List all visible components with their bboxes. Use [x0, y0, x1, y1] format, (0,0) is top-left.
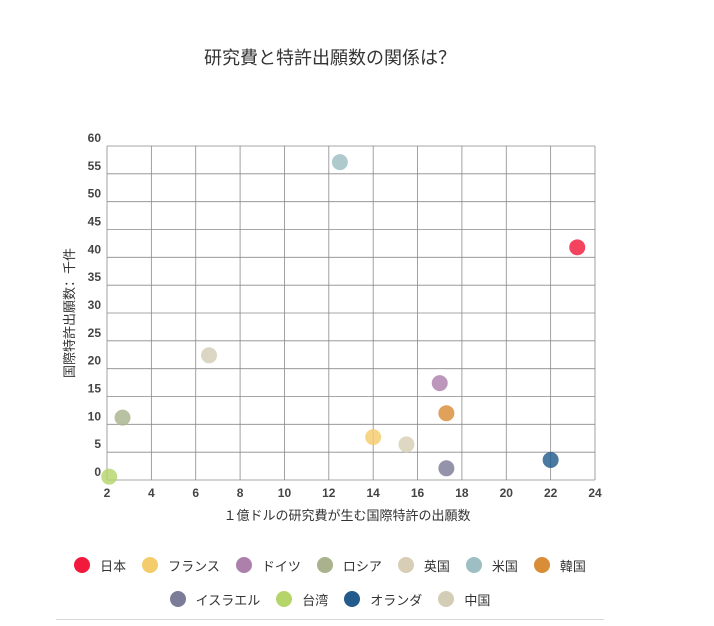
- legend-row: 日本 フランス ドイツ ロシア 英国 米国 韓国: [0, 548, 660, 582]
- data-points: [101, 154, 586, 485]
- x-tick-label: 16: [411, 486, 425, 500]
- y-axis-label: 国際特許出願数：千件: [63, 248, 78, 378]
- x-tick-label: 10: [278, 486, 292, 500]
- y-tick-label: 0: [94, 465, 101, 479]
- data-point[interactable]: [438, 405, 455, 422]
- legend-swatch: [276, 591, 293, 607]
- legend-item[interactable]: オランダ: [344, 590, 422, 609]
- x-tick-label: 22: [544, 486, 558, 500]
- legend-swatch: [397, 557, 414, 573]
- data-point[interactable]: [398, 436, 415, 453]
- data-point[interactable]: [438, 460, 455, 477]
- legend-swatch: [235, 557, 252, 573]
- gridlines: [106, 145, 596, 481]
- x-tick-label: 14: [367, 486, 381, 500]
- legend: 日本 フランス ドイツ ロシア 英国 米国 韓国イスラエル 台湾 オランダ 中国: [0, 548, 660, 616]
- legend-label: 台湾: [302, 593, 329, 609]
- data-point[interactable]: [365, 429, 382, 446]
- legend-label: 韓国: [559, 559, 586, 575]
- data-point[interactable]: [114, 409, 131, 426]
- legend-label: オランダ: [370, 593, 423, 609]
- y-tick-label: 45: [88, 215, 102, 229]
- data-point[interactable]: [431, 375, 448, 392]
- x-tick-label: 4: [148, 486, 155, 500]
- legend-item[interactable]: 米国: [465, 556, 518, 575]
- legend-swatch: [438, 591, 455, 607]
- y-tick-label: 55: [88, 159, 102, 173]
- legend-swatch: [344, 591, 361, 607]
- legend-item[interactable]: フランス: [142, 556, 220, 575]
- legend-label: フランス: [168, 559, 220, 575]
- legend-label: 英国: [423, 559, 450, 575]
- x-tick-label: 6: [192, 486, 199, 500]
- y-tick-label: 25: [88, 326, 102, 340]
- legend-label: 日本: [100, 559, 127, 575]
- x-tick-label: 12: [322, 486, 336, 500]
- legend-item[interactable]: ロシア: [316, 556, 382, 575]
- legend-item[interactable]: 日本: [74, 556, 126, 575]
- legend-swatch: [169, 591, 186, 607]
- data-point[interactable]: [201, 347, 218, 364]
- legend-item[interactable]: 韓国: [533, 556, 586, 575]
- y-tick-label: 20: [88, 354, 102, 368]
- divider: [56, 619, 604, 620]
- legend-swatch: [142, 557, 159, 573]
- y-tick-label: 35: [88, 270, 102, 284]
- data-point[interactable]: [331, 154, 348, 171]
- data-point[interactable]: [542, 451, 559, 468]
- data-point[interactable]: [569, 239, 586, 256]
- y-tick-label: 10: [88, 409, 102, 423]
- legend-swatch: [316, 557, 333, 573]
- y-axis-ticks: 0 5 10 15 20 25 30 35 40 45 50 55 60: [88, 131, 102, 479]
- legend-swatch: [74, 557, 91, 573]
- legend-item[interactable]: イスラエル: [169, 590, 261, 609]
- legend-item[interactable]: 台湾: [276, 590, 328, 609]
- x-tick-label: 24: [588, 486, 602, 500]
- x-axis-ticks: 2 4 6 8 10 12 14 16 18 20 22 24: [104, 486, 602, 500]
- legend-swatch: [533, 557, 550, 573]
- legend-label: ドイツ: [261, 559, 301, 575]
- legend-item[interactable]: 中国: [438, 590, 490, 609]
- x-tick-label: 2: [104, 486, 111, 500]
- y-tick-label: 50: [88, 187, 102, 201]
- legend-swatch: [465, 557, 482, 573]
- chart-title: 研究費と特許出願数の関係は？: [204, 48, 456, 69]
- y-tick-label: 30: [88, 298, 102, 312]
- legend-label: ロシア: [342, 559, 382, 575]
- legend-label: 中国: [464, 593, 491, 609]
- data-point[interactable]: [101, 468, 118, 485]
- y-tick-label: 60: [88, 131, 102, 145]
- y-tick-label: 5: [94, 437, 101, 451]
- x-tick-label: 18: [455, 486, 469, 500]
- x-tick-label: 8: [237, 486, 244, 500]
- x-tick-label: 20: [500, 486, 514, 500]
- y-tick-label: 15: [88, 382, 102, 396]
- legend-item[interactable]: 英国: [397, 556, 450, 575]
- y-tick-label: 40: [88, 242, 102, 256]
- legend-label: イスラエル: [195, 593, 261, 609]
- legend-label: 米国: [491, 559, 518, 575]
- x-axis-label: １億ドルの研究費が生む国際特許の出願数: [223, 508, 470, 524]
- legend-row: イスラエル 台湾 オランダ 中国: [0, 582, 660, 616]
- legend-item[interactable]: ドイツ: [235, 556, 301, 575]
